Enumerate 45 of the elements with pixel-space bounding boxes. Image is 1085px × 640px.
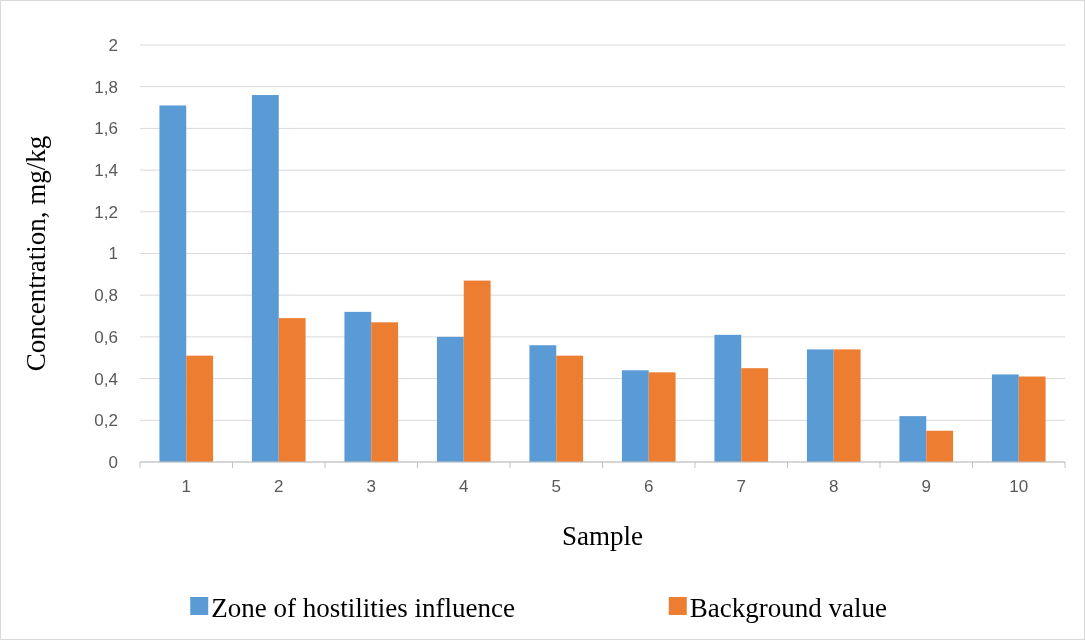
y-tick-label: 1 (108, 244, 118, 264)
x-tick-label: 6 (644, 477, 654, 496)
x-tick-label: 3 (366, 477, 376, 496)
y-tick-label: 2 (108, 35, 118, 55)
bar (371, 322, 399, 462)
y-tick-label: 0,8 (94, 286, 118, 306)
x-axis-title: Sample (562, 521, 643, 551)
x-tick-label: 7 (736, 477, 746, 496)
bar (251, 95, 279, 462)
bar (463, 280, 491, 462)
y-tick-label: 0,2 (94, 411, 118, 431)
bar (556, 355, 584, 462)
y-axis-title: Concentration, mg/kg (21, 135, 51, 372)
x-tick-label: 8 (829, 477, 839, 496)
bar (186, 355, 214, 462)
bar (991, 374, 1019, 462)
bar (278, 318, 306, 462)
bar (926, 430, 954, 462)
bar (806, 349, 834, 462)
bar (1018, 376, 1046, 462)
bar (436, 336, 464, 462)
y-tick-label: 0,4 (94, 369, 118, 389)
y-tick-label: 0,6 (94, 327, 118, 347)
bar (899, 416, 927, 462)
x-tick-label: 5 (551, 477, 561, 496)
x-tick-label: 1 (181, 477, 191, 496)
bar (621, 370, 649, 462)
x-tick-label: 9 (921, 477, 931, 496)
y-tick-label: 1,8 (94, 77, 118, 97)
y-tick-label: 1,6 (94, 119, 118, 139)
bar (741, 368, 769, 462)
bar (344, 311, 372, 462)
x-tick-label: 4 (459, 477, 469, 496)
bar (833, 349, 861, 462)
y-tick-label: 0 (108, 452, 118, 472)
x-tick-label: 10 (1009, 477, 1029, 496)
bar (159, 105, 187, 462)
bar (714, 334, 742, 462)
bar (529, 345, 557, 462)
bar (648, 372, 676, 462)
y-tick-label: 1,4 (94, 161, 118, 181)
y-tick-label: 1,2 (94, 202, 118, 222)
x-tick-label: 2 (274, 477, 284, 496)
legend-label: Zone of hostilities influence (211, 593, 515, 624)
legend-label: Background value (689, 593, 887, 624)
